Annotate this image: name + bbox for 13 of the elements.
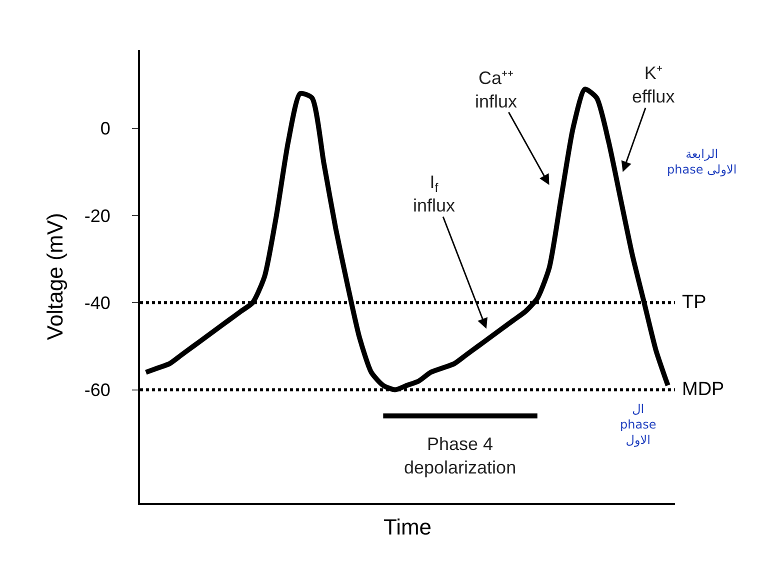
annotation: الرابعة phase الاولى [667, 147, 737, 177]
y-tick-label: -60 [84, 380, 110, 400]
annotation: Ca⁺⁺ influx [475, 68, 518, 112]
ref-line-label: MDP [682, 379, 724, 400]
annotation: Phase 4 depolarization [404, 434, 516, 478]
annotation: I$_{f}$ influx [413, 172, 456, 216]
y-axis-title: Voltage (mV) [42, 212, 68, 340]
annotation: K⁺ efflux [632, 63, 675, 106]
y-tick-label: -20 [84, 206, 110, 226]
y-tick-label: -40 [84, 292, 110, 313]
x-axis-title: Time [383, 514, 432, 540]
ref-line-label: TP [682, 292, 706, 313]
y-tick-label: 0 [100, 118, 110, 139]
